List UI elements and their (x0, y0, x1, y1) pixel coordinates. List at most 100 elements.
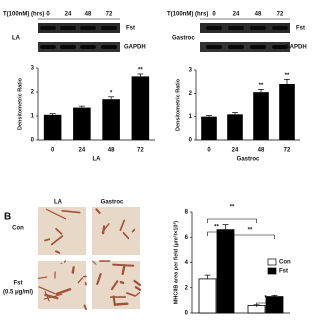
myotube (83, 304, 87, 310)
x-axis-label: Gastroc (237, 157, 260, 163)
myotube (50, 235, 64, 246)
myotube (61, 209, 81, 214)
legend-label: Con (279, 260, 291, 266)
blot-gapdh (38, 42, 120, 52)
blot-header: T(100nM) (hrs) (167, 12, 208, 18)
y-axis-label: Densitometric Ratio (17, 77, 23, 130)
y-tick-label: 3 (189, 68, 193, 74)
bar (201, 116, 217, 140)
bar (73, 107, 91, 140)
myotube (133, 279, 142, 287)
myotube (112, 263, 135, 267)
blot-gapdh (200, 42, 290, 52)
y-tick-label: 0 (189, 138, 193, 144)
micrograph (38, 207, 86, 255)
myotube (122, 231, 130, 240)
bar (253, 92, 269, 140)
y-tick-label: 8 (185, 210, 189, 216)
y-tick-label: 6 (185, 235, 189, 241)
annotation: * (264, 296, 267, 302)
blot-tissue: Gastroc (172, 36, 195, 42)
micrograph (38, 261, 86, 309)
band (60, 45, 76, 49)
y-axis-label: MHCIIB area per field (μm²/×10³) (172, 221, 179, 304)
band (272, 45, 288, 49)
bracket (256, 302, 275, 307)
blot-row-label: Fst (126, 26, 135, 32)
y-tick-label: 0 (31, 138, 35, 144)
band (228, 26, 244, 30)
myotube (101, 223, 110, 234)
blot-row-label: GAPDH (124, 45, 146, 51)
blot-time: 0 (46, 12, 50, 18)
band (80, 26, 96, 30)
x-tick-label: 24 (232, 148, 239, 154)
x-tick-label: 72 (137, 148, 144, 154)
band (80, 45, 96, 49)
bar (131, 76, 150, 140)
blot-time: 48 (85, 12, 92, 18)
blot-time: 24 (65, 12, 72, 18)
myotube (63, 260, 66, 263)
band (40, 45, 56, 49)
blot-row-label: GAPDH (285, 45, 307, 51)
x-tick-label: 48 (258, 148, 265, 154)
y-tick-label: 1 (189, 114, 193, 120)
annotation: ** (230, 205, 235, 211)
bar (43, 114, 62, 140)
bar (102, 99, 120, 140)
y-tick-label: 3 (31, 66, 35, 72)
myotube (96, 273, 102, 286)
legend-swatch (267, 267, 277, 275)
y-tick-label: 0 (185, 311, 189, 317)
legend-label: Fst (279, 269, 288, 275)
myotube (119, 219, 126, 232)
myotube (71, 266, 75, 274)
annotation: ** (248, 228, 253, 234)
blot-tissue: LA (12, 36, 21, 42)
row-label: Fst (14, 281, 23, 287)
myotube (44, 293, 59, 300)
row-label: Con (12, 226, 24, 232)
x-tick-label: 0 (207, 148, 211, 154)
myotube (131, 228, 136, 233)
bracket (207, 218, 257, 223)
column-label: LA (54, 200, 63, 206)
bar (198, 278, 217, 314)
blot-header: T(100nM) (hrs) (3, 12, 44, 18)
myotube (134, 291, 141, 297)
x-tick-label: 48 (108, 148, 115, 154)
y-tick-label: 2 (31, 90, 35, 96)
myotube (110, 280, 119, 291)
y-tick-label: 4 (185, 260, 189, 266)
myotube (114, 302, 129, 306)
band (206, 26, 222, 30)
bracket (225, 234, 275, 239)
myotube (119, 280, 125, 285)
row-label: (0.5 μg/ml) (3, 290, 33, 296)
y-axis-label: Densitometric Ratio (175, 78, 181, 131)
annotation: ** (214, 225, 219, 231)
myotube (95, 208, 101, 214)
myotube (44, 238, 51, 242)
myotube (55, 288, 72, 296)
bracket (207, 231, 226, 236)
band (101, 26, 117, 30)
myotube (121, 264, 126, 276)
myotube (92, 260, 97, 265)
band (272, 26, 288, 30)
blot-fst (38, 23, 120, 33)
band (40, 26, 56, 30)
blot-row-label: Fst (296, 26, 305, 32)
myotube (134, 286, 142, 291)
annotation: * (110, 90, 113, 96)
blot-time: 48 (255, 12, 262, 18)
legend-swatch (267, 258, 277, 266)
column-label: Gastroc (101, 200, 124, 206)
y-tick-label: 1 (31, 114, 35, 120)
band (250, 26, 266, 30)
myotube (126, 292, 136, 297)
myotube (77, 277, 84, 284)
band (206, 45, 222, 49)
